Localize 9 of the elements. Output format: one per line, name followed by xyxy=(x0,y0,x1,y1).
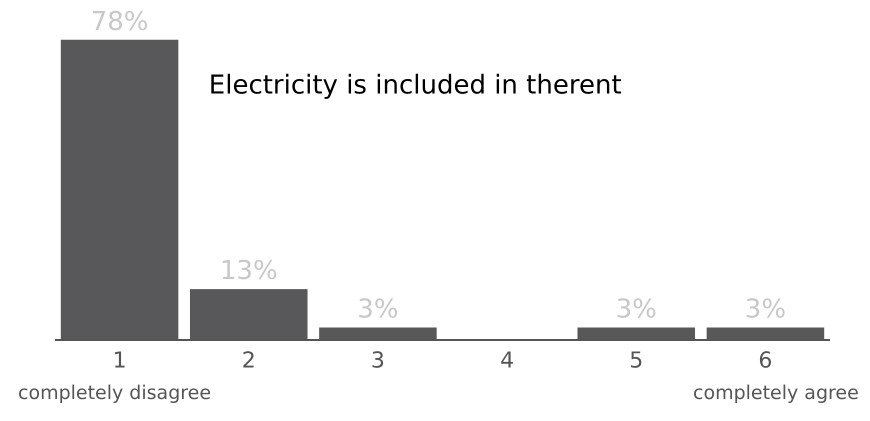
x-tick-label: 4 xyxy=(500,348,514,374)
x-tick-label: 5 xyxy=(629,348,644,374)
x-tick-label: 1 xyxy=(112,348,127,374)
x-tick-label: 6 xyxy=(758,348,772,374)
x-tick-label: 3 xyxy=(370,348,385,374)
text: completely agree xyxy=(693,382,859,404)
text: completely disagree xyxy=(18,382,212,404)
text: Electricity is included in therent xyxy=(208,70,622,100)
x-tick-label: 2 xyxy=(242,348,256,374)
